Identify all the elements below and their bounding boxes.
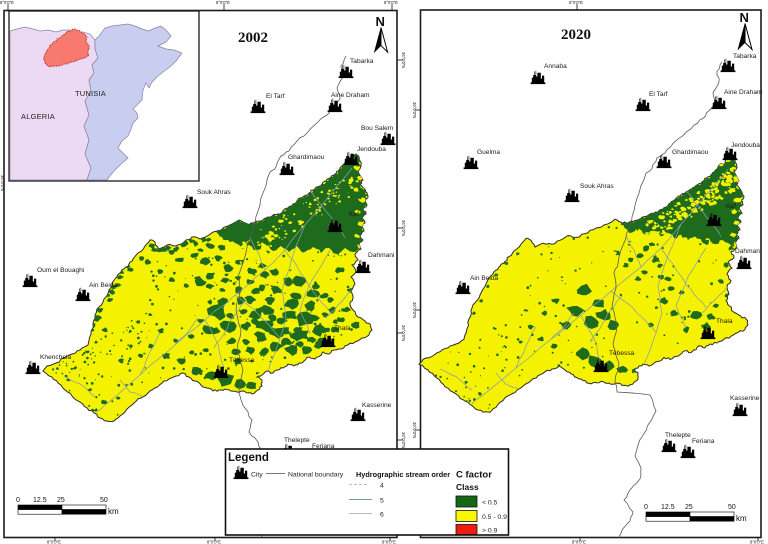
svg-text:Thelepte: Thelepte [284,437,310,444]
svg-text:2020: 2020 [561,27,591,43]
svg-text:0.5 - 0.9: 0.5 - 0.9 [482,514,507,521]
svg-text:El Tarf: El Tarf [266,93,285,100]
svg-text:TUNISIA: TUNISIA [75,89,106,98]
svg-text:Bou Salem: Bou Salem [361,125,394,132]
svg-text:36°0’0″N: 36°0’0″N [0,175,5,191]
svg-text:Class: Class [456,482,479,492]
svg-text:Thelepte: Thelepte [665,432,691,439]
svg-text:8°0’0″E: 8°0’0″E [207,540,221,544]
svg-text:C factor: C factor [456,470,492,481]
svg-text:36°0’0″N: 36°0’0″N [412,422,417,438]
svg-text:Kasserine: Kasserine [730,395,760,402]
svg-text:8°0’0″E: 8°0’0″E [382,540,396,544]
svg-text:Khenchela: Khenchela [40,354,71,361]
svg-text:8°0’0″E: 8°0’0″E [216,0,230,5]
svg-text:Ain Beida: Ain Beida [470,275,499,282]
svg-text:Oum el Bouaghi: Oum el Bouaghi [37,267,85,274]
svg-text:5: 5 [380,498,384,505]
svg-text:El Tarf: El Tarf [649,91,668,98]
svg-text:Jendouba: Jendouba [357,146,386,153]
svg-text:Dahmani: Dahmani [368,252,395,259]
svg-text:City: City [251,472,263,479]
svg-text:12.5: 12.5 [33,497,47,504]
svg-text:4: 4 [380,483,384,490]
svg-text:8°0’0″E: 8°0’0″E [572,540,586,544]
svg-text:Thala: Thala [334,325,351,332]
svg-text:0: 0 [16,497,20,504]
svg-text:36°0’0″N: 36°0’0″N [412,302,417,318]
svg-text:36°0’0″N: 36°0’0″N [401,325,406,341]
svg-text:Ghardimaou: Ghardimaou [288,154,325,161]
svg-text:Souk Ahras: Souk Ahras [580,183,614,190]
svg-text:< 0.5: < 0.5 [482,500,498,507]
svg-text:Thala: Thala [716,318,733,325]
svg-text:36°0’0″N: 36°0’0″N [412,102,417,118]
svg-text:6: 6 [380,512,384,519]
svg-text:Legend: Legend [228,452,269,464]
svg-text:km: km [108,507,119,516]
svg-text:Souk Ahras: Souk Ahras [197,189,231,196]
svg-text:Ain Beida: Ain Beida [89,282,118,289]
svg-text:ALGERIA: ALGERIA [21,112,55,121]
svg-text:Feriana: Feriana [692,438,715,445]
svg-text:Ghardimaou: Ghardimaou [672,149,709,156]
svg-text:N: N [740,10,749,25]
svg-text:Aine Draham: Aine Draham [724,89,763,96]
svg-text:Dahman: Dahman [735,248,760,255]
svg-text:36°0’0″N: 36°0’0″N [401,52,406,68]
svg-text:km: km [736,514,747,523]
svg-text:25: 25 [685,504,693,511]
svg-text:50: 50 [728,504,736,511]
svg-text:25: 25 [57,497,65,504]
svg-text:Annaba: Annaba [544,63,567,70]
svg-text:Tabarka: Tabarka [733,53,757,60]
svg-text:36°0’0″N: 36°0’0″N [401,220,406,236]
svg-text:2002: 2002 [238,30,268,46]
svg-text:8°0’0″E: 8°0’0″E [384,0,398,5]
svg-text:Aine Draham: Aine Draham [331,92,370,99]
svg-text:50: 50 [100,497,108,504]
svg-text:8°0’0″E: 8°0’0″E [0,0,14,5]
svg-text:Tébessa: Tébessa [229,357,255,364]
svg-text:8°0’0″E: 8°0’0″E [750,540,764,544]
svg-text:8°0’0″E: 8°0’0″E [569,0,583,5]
svg-text:Tabarka: Tabarka [350,58,374,65]
svg-text:Kasserine: Kasserine [362,402,392,409]
svg-text:> 0.9: > 0.9 [482,528,498,535]
svg-text:Kef: Kef [349,211,359,218]
svg-text:N: N [376,14,385,29]
svg-text:Kef: Kef [726,203,736,210]
svg-text:Jendouba: Jendouba [731,142,760,149]
svg-text:National boundary: National boundary [288,472,344,479]
svg-text:Guelma: Guelma [477,149,500,156]
svg-text:8°0’0″E: 8°0’0″E [47,540,61,544]
svg-text:0: 0 [644,504,648,511]
svg-text:36°0’0″N: 36°0’0″N [401,432,406,448]
svg-text:Hydrographic stream order: Hydrographic stream order [356,470,450,479]
svg-text:Feriana: Feriana [312,443,335,450]
svg-text:Tébessa: Tébessa [609,350,635,357]
svg-text:12.5: 12.5 [661,504,675,511]
